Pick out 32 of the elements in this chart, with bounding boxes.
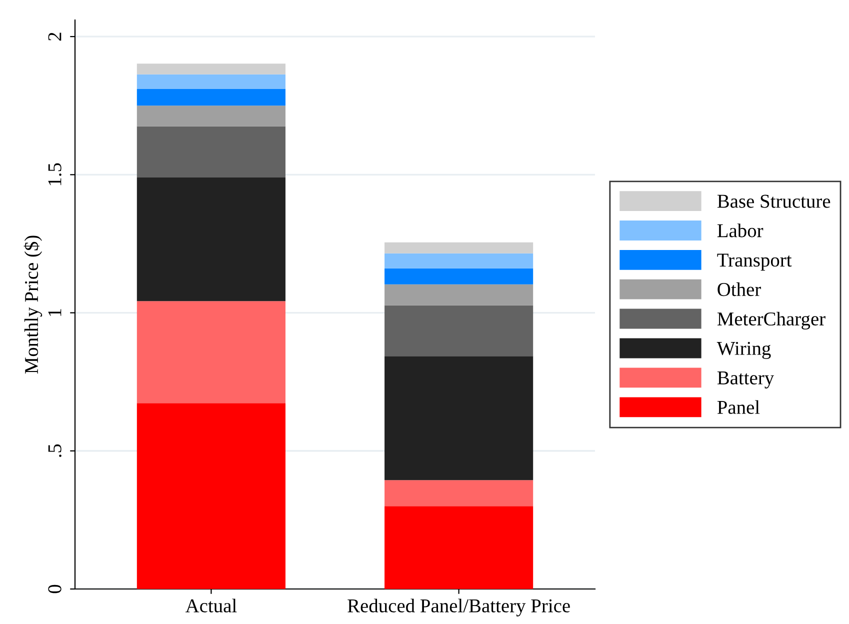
bar <box>384 268 534 284</box>
bar <box>384 284 534 306</box>
legend-label: Panel <box>717 400 760 414</box>
legend-label: Battery <box>717 372 774 388</box>
bar <box>384 305 534 356</box>
bar <box>384 506 534 589</box>
bar <box>384 242 534 254</box>
bar <box>384 253 534 268</box>
bar <box>136 301 286 404</box>
bar <box>136 89 286 106</box>
legend-label: Other <box>718 282 761 296</box>
bar <box>136 403 286 589</box>
y-tick-label: 1.5 <box>48 163 62 186</box>
legend-label: MeterCharger <box>717 312 826 330</box>
bar <box>136 106 286 126</box>
bar <box>136 64 286 74</box>
bar <box>136 177 286 302</box>
legend-label: Labor <box>717 224 764 238</box>
bar <box>136 74 286 90</box>
bar <box>384 356 534 480</box>
y-tick-label: 0 <box>48 584 62 594</box>
x-tick-label: Reduced Panel/Battery Price <box>348 598 570 616</box>
y-tick-label: 2 <box>48 32 62 41</box>
y-tick-label: 1 <box>48 309 62 316</box>
x-tick-label: Actual <box>185 598 237 612</box>
legend-label: Base Structure <box>717 194 830 208</box>
legend-label: Transport <box>717 254 792 271</box>
y-tick-label: .5 <box>48 444 62 457</box>
legend-label: Wiring <box>716 342 771 359</box>
bar <box>136 126 286 178</box>
bar <box>384 480 534 506</box>
y-axis-title: Monthly Price ($) <box>24 236 42 374</box>
